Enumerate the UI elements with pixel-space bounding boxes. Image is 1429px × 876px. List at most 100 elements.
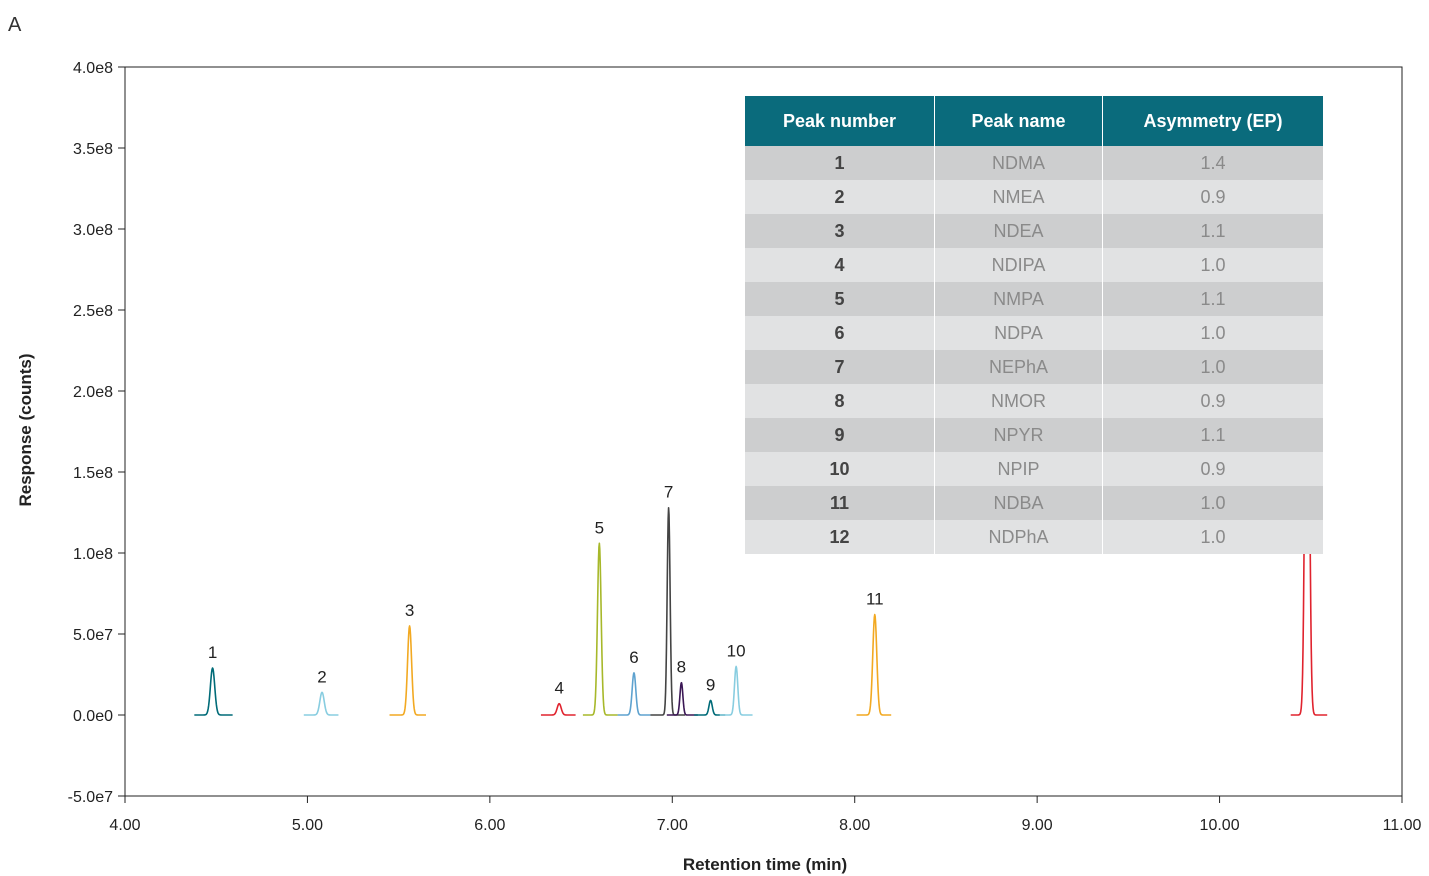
plot-frame (124, 66, 1403, 797)
cell-peak-name: NDBA (934, 486, 1103, 520)
cell-peak-name: NMEA (934, 180, 1103, 214)
table-row: 5 NMPA 1.1 (745, 282, 1323, 316)
header-peak-name: Peak name (934, 96, 1103, 146)
y-tick-label: 5.0e7 (73, 627, 113, 644)
peak-trace-8 (666, 681, 699, 716)
table-row: 2 NMEA 0.9 (745, 180, 1323, 214)
y-tick-label: -5.0e7 (68, 789, 113, 806)
peak-label-6: 6 (629, 648, 638, 667)
header-asymmetry: Asymmetry (EP) (1102, 96, 1323, 146)
table-row: 7 NEPhA 1.0 (745, 350, 1323, 384)
peak-trace-6 (617, 672, 651, 716)
peak-trace-1 (194, 667, 233, 716)
y-tick-label: 1.0e8 (73, 546, 113, 563)
cell-peak-number: 6 (745, 316, 935, 350)
cell-peak-number: 12 (745, 520, 935, 554)
table-row: 6 NDPA 1.0 (745, 316, 1323, 350)
cell-peak-number: 9 (745, 418, 935, 452)
cell-peak-number: 4 (745, 248, 935, 282)
x-tick-label: 9.00 (1022, 817, 1053, 834)
peak-trace-3 (389, 625, 427, 716)
x-tick-label: 5.00 (292, 817, 323, 834)
cell-peak-name: NPYR (934, 418, 1103, 452)
peak-label-11: 11 (866, 590, 884, 609)
plot-area-border (124, 66, 1403, 797)
cell-peak-name: NDPhA (934, 520, 1103, 554)
peak-label-5: 5 (595, 518, 604, 537)
cell-asymmetry: 1.4 (1102, 146, 1323, 180)
cell-asymmetry: 1.0 (1102, 248, 1323, 282)
y-tick-label: 2.0e8 (73, 384, 113, 401)
peak-label-10: 10 (727, 641, 746, 660)
cell-peak-name: NEPhA (934, 350, 1103, 384)
table-row: 3 NDEA 1.1 (745, 214, 1323, 248)
table-row: 8 NMOR 0.9 (745, 384, 1323, 418)
cell-peak-number: 7 (745, 350, 935, 384)
y-tick-label: 0.0e0 (73, 708, 113, 725)
y-tick-label: 4.0e8 (73, 60, 113, 77)
table-row: 11 NDBA 1.0 (745, 486, 1323, 520)
cell-peak-name: NPIP (934, 452, 1103, 486)
peak-label-1: 1 (208, 643, 217, 662)
x-tick-label: 10.00 (1200, 817, 1240, 834)
cell-asymmetry: 1.0 (1102, 316, 1323, 350)
peak-label-2: 2 (317, 667, 326, 686)
cell-peak-name: NMOR (934, 384, 1103, 418)
cell-asymmetry: 0.9 (1102, 180, 1323, 214)
cell-peak-name: NMPA (934, 282, 1103, 316)
peak-label-8: 8 (677, 658, 686, 677)
cell-asymmetry: 1.1 (1102, 282, 1323, 316)
cell-asymmetry: 1.0 (1102, 520, 1323, 554)
y-tick-label: 2.5e8 (73, 303, 113, 320)
y-axis-title: Response (counts) (16, 353, 35, 506)
y-tick-label: 3.5e8 (73, 141, 113, 158)
cell-asymmetry: 0.9 (1102, 452, 1323, 486)
cell-peak-name: NDMA (934, 146, 1103, 180)
peak-table-header: Peak number Peak name Asymmetry (EP) (745, 96, 1323, 146)
peak-trace-5 (582, 542, 618, 716)
cell-asymmetry: 1.0 (1102, 486, 1323, 520)
cell-asymmetry: 1.1 (1102, 214, 1323, 248)
peak-table: Peak number Peak name Asymmetry (EP) 1 ND… (745, 96, 1323, 554)
cell-peak-name: NDPA (934, 316, 1103, 350)
x-tick-label: 7.00 (657, 817, 688, 834)
x-axis: 4.00 5.00 6.00 7.00 8.00 9.00 10.00 11.00 (109, 796, 1422, 834)
cell-asymmetry: 0.9 (1102, 384, 1323, 418)
peak-trace-9 (693, 699, 726, 716)
y-axis: -5.0e7 0.0e0 5.0e7 1.0e8 1.5e8 2.0e8 2.5e8 3.0e… (68, 60, 125, 806)
peak-trace-11 (856, 613, 892, 716)
cell-peak-number: 3 (745, 214, 935, 248)
cell-peak-number: 5 (745, 282, 935, 316)
traces (194, 168, 1328, 716)
peak-trace-10 (719, 665, 753, 716)
cell-peak-number: 2 (745, 180, 935, 214)
cell-asymmetry: 1.0 (1102, 350, 1323, 384)
peak-label-9: 9 (706, 675, 715, 694)
x-tick-label: 6.00 (474, 817, 505, 834)
y-tick-label: 1.5e8 (73, 465, 113, 482)
cell-peak-name: NDEA (934, 214, 1103, 248)
peak-trace-4 (540, 702, 576, 716)
x-tick-label: 8.00 (839, 817, 870, 834)
table-row: 4 NDIPA 1.0 (745, 248, 1323, 282)
x-axis-title: Retention time (min) (683, 855, 847, 874)
cell-peak-number: 8 (745, 384, 935, 418)
cell-peak-number: 1 (745, 146, 935, 180)
peak-label-7: 7 (664, 483, 673, 502)
header-peak-number: Peak number (745, 96, 935, 146)
peak-label-3: 3 (405, 601, 414, 620)
cell-peak-name: NDIPA (934, 248, 1103, 282)
peak-trace-2 (303, 691, 339, 716)
x-tick-label: 11.00 (1383, 817, 1422, 834)
table-row: 10 NPIP 0.9 (745, 452, 1323, 486)
y-tick-label: 3.0e8 (73, 222, 113, 239)
table-row: 1 NDMA 1.4 (745, 146, 1323, 180)
peak-label-4: 4 (554, 679, 563, 698)
peak-trace-7 (650, 506, 686, 716)
cell-peak-number: 11 (745, 486, 935, 520)
table-row: 12 NDPhA 1.0 (745, 520, 1323, 554)
x-tick-label: 4.00 (109, 817, 140, 834)
cell-asymmetry: 1.1 (1102, 418, 1323, 452)
table-row: 9 NPYR 1.1 (745, 418, 1323, 452)
